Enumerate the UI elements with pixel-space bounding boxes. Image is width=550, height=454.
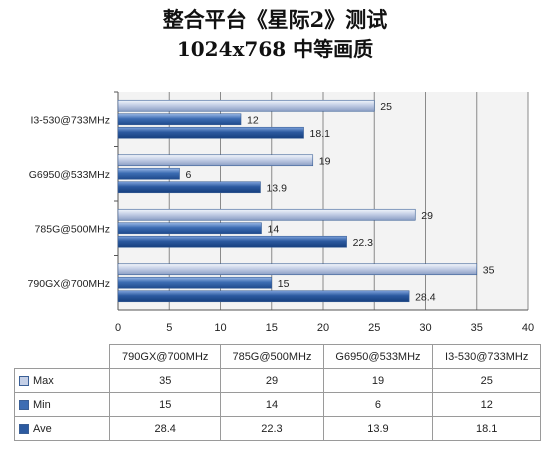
- data-table-column-header: I3-530@733MHz: [432, 344, 541, 369]
- legend-entry-max: Max: [14, 368, 110, 393]
- bar-min: [117, 167, 180, 180]
- bar-ave: [117, 181, 261, 194]
- data-label-max: 35: [483, 264, 495, 276]
- data-table-cell: 15: [108, 392, 222, 417]
- data-label-ave: 22.3: [353, 237, 374, 249]
- legend-label-ave: Ave: [33, 422, 52, 435]
- data-table-cell: 18.1: [432, 416, 541, 441]
- data-label-max: 29: [421, 210, 433, 222]
- data-label-min: 14: [268, 223, 280, 235]
- data-table-row-ave: Ave 28.4 22.3 13.9 18.1: [14, 416, 541, 441]
- x-tick-label: 35: [471, 322, 483, 334]
- data-table-cell: 29: [220, 368, 324, 393]
- x-tick-label: 20: [317, 322, 329, 334]
- data-table: 790GX@700MHz 785G@500MHz G6950@533MHz I3…: [14, 344, 541, 441]
- legend-swatch-min: [19, 399, 29, 410]
- chart-subtitle: 1024x768 中等画质: [176, 37, 374, 61]
- data-label-min: 15: [278, 278, 290, 290]
- x-tick-label: 10: [214, 322, 226, 334]
- data-table-cell: 13.9: [322, 416, 434, 441]
- data-table-column-header: 790GX@700MHz: [108, 344, 222, 369]
- data-table-cell: 22.3: [220, 416, 324, 441]
- legend-entry-ave: Ave: [14, 416, 110, 441]
- x-tick-label: 15: [266, 322, 278, 334]
- data-table-cell: 14: [220, 392, 324, 417]
- data-label-min: 6: [186, 169, 192, 181]
- data-table-cell: 35: [108, 368, 222, 393]
- bar-max: [117, 154, 314, 167]
- legend-entry-min: Min: [14, 392, 110, 417]
- bar-min: [117, 113, 242, 126]
- data-table-cell: 12: [432, 392, 541, 417]
- bar-max: [117, 208, 416, 221]
- data-table-header-row: 790GX@700MHz 785G@500MHz G6950@533MHz I3…: [14, 344, 541, 369]
- legend-label-max: Max: [33, 374, 54, 387]
- data-label-ave: 28.4: [415, 291, 436, 303]
- bar-min: [117, 222, 262, 235]
- chart-title: 整合平台《星际2》测试: [162, 7, 388, 32]
- x-tick-label: 40: [522, 322, 534, 334]
- x-tick-label: 0: [115, 322, 121, 334]
- bar-min: [117, 276, 273, 289]
- data-table-cell: 19: [322, 368, 434, 393]
- legend-label-min: Min: [33, 398, 51, 411]
- bar-max: [117, 263, 478, 276]
- bar-ave: [117, 290, 410, 303]
- data-table-cell: 25: [432, 368, 541, 393]
- data-table-column-header: 785G@500MHz: [220, 344, 324, 369]
- data-table-cell: 6: [322, 392, 434, 417]
- y-category-label: 785G@500MHz: [35, 223, 110, 235]
- x-tick-label: 5: [166, 322, 172, 334]
- bar-max: [117, 99, 375, 112]
- data-label-max: 25: [380, 101, 392, 113]
- y-category-label: I3-530@733MHz: [30, 114, 110, 126]
- data-table-row-min: Min 15 14 6 12: [14, 392, 541, 417]
- data-label-min: 12: [247, 114, 259, 126]
- bar-ave: [117, 235, 347, 248]
- bar-chart: 0 5 10 15 20 25 30 35 40 I3-530@733MHz 25 12 18.1 G69…: [28, 91, 534, 334]
- x-tick-label: 25: [368, 322, 380, 334]
- data-label-max: 19: [319, 155, 331, 167]
- bar-ave: [117, 126, 304, 139]
- data-label-ave: 13.9: [266, 182, 287, 194]
- data-label-ave: 18.1: [310, 128, 331, 140]
- data-table-cell: 28.4: [108, 416, 222, 441]
- legend-swatch-max: [19, 375, 29, 386]
- y-category-label: 790GX@700MHz: [28, 278, 110, 290]
- data-table-column-header: G6950@533MHz: [322, 344, 434, 369]
- data-table-row-max: Max 35 29 19 25: [14, 368, 541, 393]
- data-table-corner: [14, 344, 110, 369]
- y-category-label: G6950@533MHz: [29, 169, 110, 181]
- legend-swatch-ave: [19, 423, 29, 434]
- x-tick-label: 30: [419, 322, 431, 334]
